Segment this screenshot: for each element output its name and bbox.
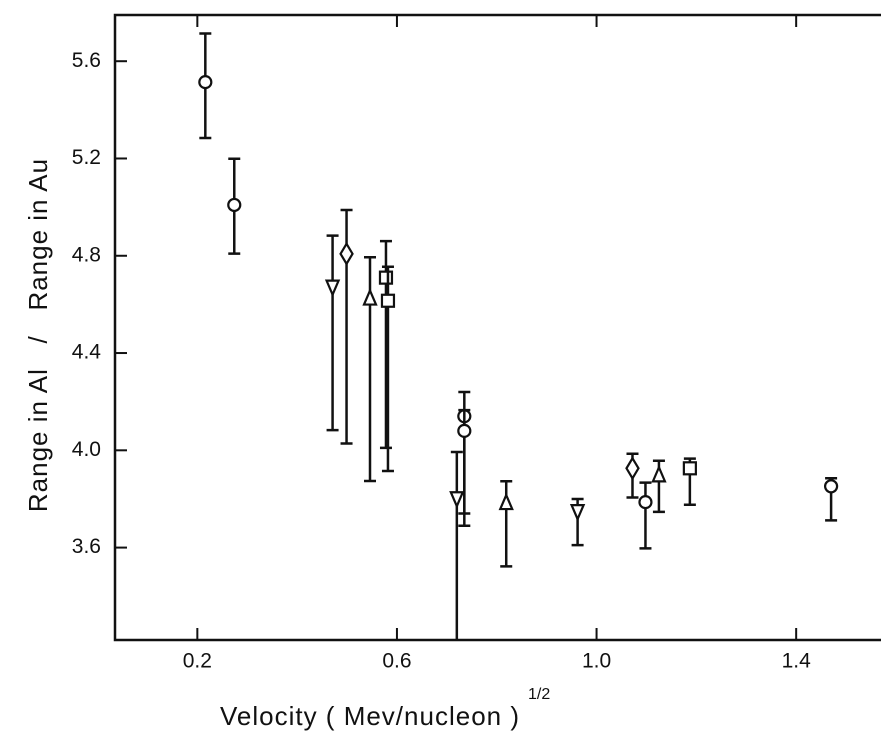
x-tick-label: 1.4 <box>782 650 812 673</box>
y-tick-label: 4.4 <box>72 341 102 364</box>
y-tick-label: 3.6 <box>72 535 101 558</box>
error-bar <box>326 234 339 432</box>
marker <box>449 491 465 510</box>
x-tick-label: 0.6 <box>382 650 411 673</box>
marker <box>380 293 396 308</box>
x-axis-label: Velocity ( Mev/nucleon ) <box>220 701 520 731</box>
error-bar <box>639 481 652 550</box>
error-bar <box>450 450 463 640</box>
y-tick-label: 5.6 <box>72 49 101 72</box>
marker <box>823 479 839 494</box>
x-axis-exponent: 1/2 <box>528 686 550 703</box>
marker <box>378 270 394 285</box>
axes-frame <box>113 13 881 642</box>
marker <box>569 504 586 522</box>
marker <box>324 279 341 298</box>
y-tick-label: 4.0 <box>72 438 101 461</box>
marker <box>457 423 472 438</box>
marker <box>625 456 640 481</box>
y-axis-label: Range in Al / Range in Au <box>23 158 53 512</box>
marker <box>498 492 514 511</box>
plot-area <box>198 32 839 640</box>
marker <box>198 75 213 90</box>
marker <box>651 464 667 483</box>
y-tick-label: 4.8 <box>72 243 101 266</box>
x-tick-label: 0.2 <box>183 650 212 673</box>
y-tick-label: 5.2 <box>72 146 101 169</box>
x-tick-label: 1.0 <box>582 650 611 673</box>
marker <box>682 461 697 476</box>
marker <box>339 241 354 266</box>
marker <box>638 495 653 510</box>
marker <box>362 287 378 306</box>
marker <box>227 197 242 213</box>
